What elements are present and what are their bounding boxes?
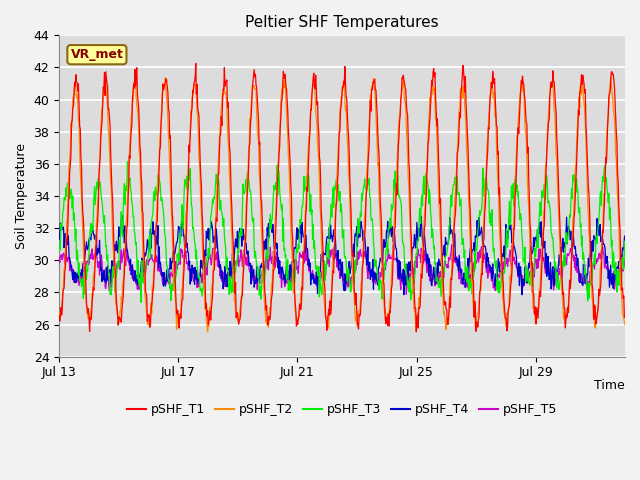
pSHF_T2	[412, 327, 420, 333]
pSHF_T2	[319, 282, 327, 288]
pSHF_T1	[319, 249, 327, 255]
pSHF_T1	[254, 107, 262, 113]
pSHF_T3	[177, 224, 185, 230]
pSHF_T5	[529, 270, 536, 276]
pSHF_T5	[55, 255, 63, 261]
pSHF_T2	[176, 311, 184, 317]
Title: Peltier SHF Temperatures: Peltier SHF Temperatures	[245, 15, 439, 30]
pSHF_T4	[529, 249, 536, 255]
pSHF_T2	[607, 74, 614, 80]
pSHF_T2	[254, 135, 262, 141]
pSHF_T3	[124, 158, 131, 164]
pSHF_T1	[192, 60, 200, 66]
pSHF_T4	[518, 292, 525, 298]
pSHF_T5	[413, 264, 420, 270]
pSHF_T1	[413, 315, 420, 321]
Text: VR_met: VR_met	[70, 48, 124, 61]
Line: pSHF_T1: pSHF_T1	[59, 63, 625, 332]
pSHF_T1	[55, 312, 63, 318]
pSHF_T5	[391, 257, 399, 263]
Line: pSHF_T5: pSHF_T5	[59, 244, 625, 294]
Text: Time: Time	[595, 379, 625, 392]
Line: pSHF_T4: pSHF_T4	[59, 216, 625, 295]
Line: pSHF_T2: pSHF_T2	[59, 77, 625, 332]
pSHF_T2	[528, 289, 536, 295]
pSHF_T2	[204, 329, 211, 335]
pSHF_T5	[621, 256, 629, 262]
pSHF_T3	[320, 275, 328, 280]
pSHF_T5	[403, 291, 410, 297]
Legend: pSHF_T1, pSHF_T2, pSHF_T3, pSHF_T4, pSHF_T5: pSHF_T1, pSHF_T2, pSHF_T3, pSHF_T4, pSHF…	[122, 398, 562, 421]
pSHF_T3	[55, 248, 63, 253]
pSHF_T5	[253, 287, 261, 292]
pSHF_T3	[413, 252, 420, 257]
pSHF_T4	[254, 276, 262, 282]
pSHF_T1	[391, 226, 399, 231]
pSHF_T3	[529, 283, 536, 288]
pSHF_T4	[177, 231, 184, 237]
pSHF_T4	[118, 213, 126, 219]
pSHF_T4	[319, 249, 327, 255]
pSHF_T2	[621, 322, 629, 328]
pSHF_T4	[55, 236, 63, 242]
pSHF_T5	[390, 241, 397, 247]
pSHF_T4	[412, 232, 420, 238]
Y-axis label: Soil Temperature: Soil Temperature	[15, 143, 28, 249]
pSHF_T1	[529, 260, 536, 266]
pSHF_T3	[621, 253, 629, 259]
pSHF_T2	[391, 215, 399, 221]
pSHF_T2	[55, 318, 63, 324]
pSHF_T5	[319, 277, 326, 283]
pSHF_T4	[621, 233, 629, 239]
pSHF_T1	[176, 315, 184, 321]
Line: pSHF_T3: pSHF_T3	[59, 161, 625, 302]
pSHF_T3	[391, 168, 399, 174]
pSHF_T3	[138, 300, 145, 305]
pSHF_T4	[391, 231, 399, 237]
pSHF_T3	[255, 264, 262, 270]
pSHF_T1	[412, 329, 420, 335]
pSHF_T1	[621, 314, 629, 320]
pSHF_T5	[176, 251, 184, 257]
